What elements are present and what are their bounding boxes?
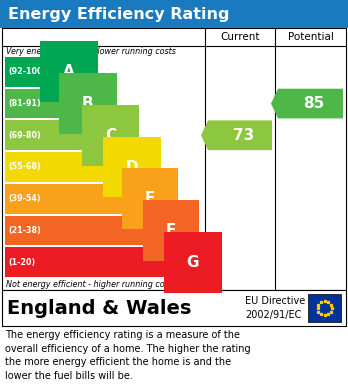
Bar (5, 152, 125, 182)
Bar (2, 290, 346, 326)
Bar (308, 294, 341, 322)
Text: 85: 85 (303, 96, 325, 111)
Text: EU Directive
2002/91/EC: EU Directive 2002/91/EC (245, 296, 305, 319)
Bar (5, 89, 81, 118)
Bar (5, 184, 144, 213)
Text: E: E (145, 191, 155, 206)
Text: Energy Efficiency Rating: Energy Efficiency Rating (8, 7, 229, 22)
Text: Potential: Potential (287, 32, 333, 42)
Text: (55-68): (55-68) (8, 163, 41, 172)
Text: (21-38): (21-38) (8, 226, 41, 235)
Text: (92-100): (92-100) (8, 67, 46, 76)
Text: (81-91): (81-91) (8, 99, 41, 108)
Text: (39-54): (39-54) (8, 194, 41, 203)
Text: Very energy efficient - lower running costs: Very energy efficient - lower running co… (6, 47, 176, 56)
Text: England & Wales: England & Wales (7, 298, 191, 317)
Bar (5, 247, 185, 277)
Text: Not energy efficient - higher running costs: Not energy efficient - higher running co… (6, 280, 176, 289)
Polygon shape (271, 89, 343, 118)
Text: F: F (166, 223, 176, 238)
Polygon shape (201, 120, 272, 150)
Text: A: A (63, 65, 75, 79)
Text: (69-80): (69-80) (8, 131, 41, 140)
Text: G: G (187, 255, 199, 270)
Bar (5, 215, 165, 245)
Bar (2, 28, 346, 290)
Text: D: D (126, 160, 138, 174)
Text: C: C (105, 128, 116, 143)
Text: Current: Current (220, 32, 260, 42)
Text: (1-20): (1-20) (8, 258, 35, 267)
Bar (0, 0, 348, 28)
Text: 73: 73 (233, 128, 254, 143)
Bar (5, 120, 104, 150)
Text: The energy efficiency rating is a measure of the
overall efficiency of a home. T: The energy efficiency rating is a measur… (5, 330, 251, 381)
Bar (5, 57, 62, 87)
Text: B: B (82, 96, 94, 111)
